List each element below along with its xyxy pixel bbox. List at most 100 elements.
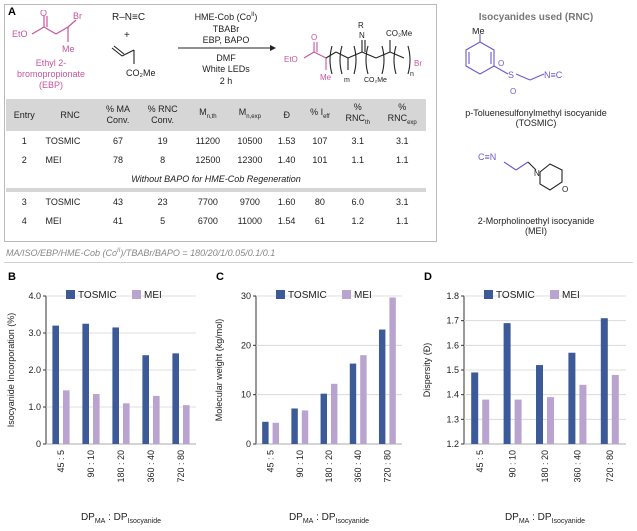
x-tick-label: 45 : 5 — [475, 450, 485, 473]
legend-label: MEI — [354, 290, 372, 301]
x-axis-label: DPMA : DPIsocyanide — [81, 512, 161, 525]
table-cell: TOSMIC — [45, 135, 81, 146]
isocyanide-panel — [436, 4, 633, 242]
svg-text:Br: Br — [73, 11, 82, 21]
condition-line: EBP, BAPO — [202, 35, 250, 45]
tosmic-name-line: (TOSMIC) — [515, 118, 557, 128]
table-cell: 9700 — [239, 196, 260, 207]
y-axis-label: Isocyanide Incorporation (%) — [6, 313, 16, 428]
x-tick-label: 180 : 20 — [116, 450, 126, 483]
x-tick-label: 180 : 20 — [540, 450, 550, 483]
legend-label: TOSMIC — [288, 290, 327, 301]
legend-swatch — [484, 290, 493, 299]
svg-text:n: n — [410, 71, 414, 78]
table-cell: 5 — [160, 215, 166, 226]
table-cell: 4 — [21, 215, 27, 226]
results-table: Entry RNC % MA Conv. % RNC Conv. Mn,th Mn,… — [6, 99, 426, 230]
svg-text:CO₂Me: CO₂Me — [386, 29, 413, 38]
condition-line: 2 h — [219, 75, 233, 86]
mei-name-line: (MEI) — [525, 226, 547, 236]
svg-text:Me: Me — [62, 44, 75, 54]
table-note: Without BAPO for HME-Cob Regeneration — [131, 173, 301, 184]
mei-structure-icon: C≡N N O — [478, 152, 568, 194]
legend-swatch — [276, 290, 285, 299]
charts-area: B 0 1.0 2.0 3.0 4.0 45 : 5 90 : 10 180 : 20 360 :… — [6, 271, 626, 525]
table-cell: 11000 — [237, 215, 262, 226]
mei-name-line: 2-Morpholinoethyl isocyanide — [477, 216, 595, 226]
methyl-acrylate-icon: CO₂Me — [111, 45, 156, 78]
bar-tosmic — [112, 327, 119, 444]
ebp-label-line: Ethyl 2- — [35, 58, 67, 68]
col-header: Mn,exp — [228, 99, 271, 131]
bar-mei — [301, 410, 309, 444]
legend-swatch — [342, 290, 351, 299]
product-structure-icon: EtO O Me R N m CO₂Me CO₂Me n Br — [284, 21, 422, 84]
table-cell: 78 — [112, 154, 123, 165]
table-cell: 10500 — [237, 135, 263, 146]
svg-text:EtO: EtO — [284, 55, 298, 64]
bar-mei — [123, 403, 130, 444]
bar-tosmic — [600, 318, 608, 444]
bar-mei — [183, 405, 190, 444]
table-cell: 7700 — [197, 196, 218, 207]
mei-name: 2-Morpholinoethyl isocyanide (MEI) — [442, 216, 630, 236]
table-cell: 8 — [160, 154, 166, 165]
svg-text:N≡C: N≡C — [544, 70, 563, 80]
y-axis-label: Dispersity (Đ) — [422, 343, 432, 398]
table-cell: 67 — [112, 135, 123, 146]
y-tick-label: 1.7 — [446, 316, 459, 326]
ebp-label-line: bromopropionate — [16, 69, 86, 79]
y-tick-label: 1.4 — [446, 390, 459, 400]
svg-text:N: N — [359, 31, 365, 40]
isocyanides-header: Isocyanides used (RNC) — [478, 12, 594, 23]
svg-text:O: O — [40, 10, 47, 18]
svg-text:O: O — [562, 185, 568, 194]
table-cell: 1.40 — [277, 154, 296, 165]
table-cell: 11200 — [195, 135, 221, 146]
svg-text:C≡N: C≡N — [478, 152, 496, 162]
col-header: % Ieff — [302, 99, 338, 131]
x-tick-label: 180 : 20 — [324, 450, 334, 483]
bar-tosmic — [52, 325, 59, 444]
x-tick-label: 360 : 40 — [146, 450, 156, 483]
table-row: 2 MEI 78 8 12500 12300 1.40 101 1.1 1.1 — [6, 150, 426, 169]
table-cell: 1.1 — [395, 154, 409, 165]
legend-label: MEI — [144, 290, 162, 301]
ebp-label-line: (EBP) — [38, 80, 63, 90]
svg-text:O: O — [311, 33, 317, 42]
y-tick-label: 1.0 — [28, 402, 41, 412]
table-note-row: Without BAPO for HME-Cob Regeneration — [6, 169, 426, 188]
x-tick-label: 720 : 80 — [176, 450, 186, 483]
condition-catalyst: HME-Cob (CoII) — [194, 12, 258, 22]
x-tick-label: 90 : 10 — [86, 450, 96, 478]
table-cell: 3.1 — [351, 135, 365, 146]
bar-tosmic — [568, 352, 576, 444]
table-cell: 12300 — [237, 154, 263, 165]
table-cell: TOSMIC — [45, 196, 81, 207]
svg-text:CO₂Me: CO₂Me — [364, 77, 387, 84]
bar-mei — [389, 297, 396, 444]
bar-tosmic — [536, 365, 543, 444]
bar-tosmic — [172, 353, 179, 444]
bar-mei — [482, 399, 490, 444]
bar-mei — [514, 399, 522, 444]
y-tick-label: 1.3 — [446, 414, 459, 424]
table-cell: 2 — [21, 154, 27, 165]
table-cell: 61 — [314, 215, 325, 226]
condition-line: White LEDs — [202, 64, 250, 74]
table-cell: 19 — [157, 135, 168, 146]
table-cell: 43 — [112, 196, 123, 207]
reaction-conditions: HME-Cob (CoII) TBABr EBP, BAPO DMF White… — [176, 10, 276, 87]
svg-text:N: N — [534, 169, 540, 178]
panel-label-d: D — [424, 271, 432, 283]
bar-mei — [579, 384, 587, 444]
table-row: 1 TOSMIC 67 19 11200 10500 1.53 107 3.1 … — [6, 131, 426, 150]
tosmic-structure-icon: Me S O O N≡C — [465, 28, 563, 96]
x-axis-label: DPMA : DPIsocyanide — [289, 512, 369, 525]
table-cell: 23 — [157, 196, 168, 207]
chart-d: D 1.2 1.3 1.4 1.5 1.6 1.7 1.8 45 : 5 90 : 10 180 :… — [422, 271, 626, 525]
bar-mei — [611, 374, 619, 444]
x-tick-label: 720 : 80 — [605, 450, 615, 483]
col-header: Entry — [6, 99, 43, 131]
x-axis-label: DPMA : DPIsocyanide — [505, 512, 585, 525]
